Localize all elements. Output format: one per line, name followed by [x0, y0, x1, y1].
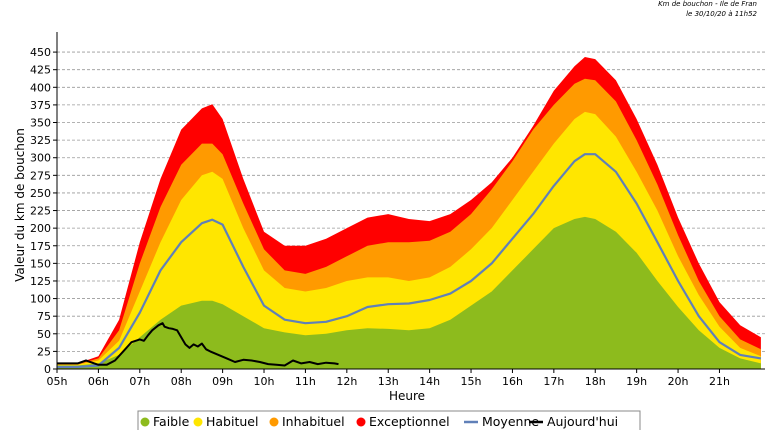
legend-swatch-inhabituel [269, 417, 279, 427]
y-tick-label: 300 [30, 152, 51, 165]
area-faible [57, 216, 761, 369]
y-tick-label: 100 [30, 293, 51, 306]
x-tick-label: 17h [543, 375, 564, 388]
y-tick-label: 175 [30, 240, 51, 253]
x-tick-label: 13h [378, 375, 399, 388]
y-tick-label: 125 [30, 275, 51, 288]
y-tick-label: 25 [37, 345, 51, 358]
x-axis-label: Heure [389, 389, 425, 403]
x-tick-label: 15h [461, 375, 482, 388]
line-aujourdhui [57, 322, 339, 367]
legend: Faible Habituel Inhabituel Exceptionnel Moye… [137, 410, 641, 430]
y-axis-label: Valeur du km de bouchon [13, 128, 27, 282]
legend-swatch-faible [140, 417, 150, 427]
header-line-1: Km de bouchon - Ile de Fran [658, 0, 757, 8]
x-tick-label: 20h [668, 375, 689, 388]
x-tick-label: 11h [295, 375, 316, 388]
legend-box [137, 410, 641, 430]
axes: 0 25 50 75 100 125 150 175 200 225 250 275 300 325 350… [30, 32, 765, 388]
x-tick-label: 18h [585, 375, 606, 388]
y-tick-label: 50 [37, 328, 51, 341]
y-tick-label: 350 [30, 117, 51, 130]
x-tick-label: 14h [419, 375, 440, 388]
y-tick-label: 400 [30, 81, 51, 94]
y-tick-label: 75 [37, 310, 51, 323]
x-tick-label: 06h [88, 375, 109, 388]
x-tick-label: 08h [171, 375, 192, 388]
y-tick-label: 275 [30, 169, 51, 182]
legend-label: Faible [153, 414, 190, 429]
y-tick-label: 250 [30, 187, 51, 200]
legend-label: Moyenne [482, 414, 539, 429]
y-tick-label: 375 [30, 99, 51, 112]
y-tick-label: 450 [30, 46, 51, 59]
x-tick-label: 07h [129, 375, 150, 388]
y-tick-label: 0 [44, 363, 51, 376]
y-tick-label: 425 [30, 64, 51, 77]
legend-label: Habituel [206, 414, 258, 429]
y-tick-label: 325 [30, 134, 51, 147]
legend-swatch-exceptionnel [356, 417, 366, 427]
plot-areas [57, 57, 761, 370]
x-tick-label: 09h [212, 375, 233, 388]
x-tick-label: 19h [626, 375, 647, 388]
y-tick-label: 150 [30, 257, 51, 270]
legend-label: Exceptionnel [369, 414, 450, 429]
y-tick-label: 200 [30, 222, 51, 235]
y-tick-label: 225 [30, 205, 51, 218]
x-tick-label: 05h [47, 375, 68, 388]
x-tick-label: 16h [502, 375, 523, 388]
legend-label: Inhabituel [282, 414, 345, 429]
legend-swatch-habituel [193, 417, 203, 427]
legend-label: Aujourd'hui [547, 414, 618, 429]
x-tick-label: 12h [336, 375, 357, 388]
x-tick-label: 10h [254, 375, 275, 388]
plot-lines [57, 153, 762, 368]
line-moyenne [57, 153, 762, 368]
header-line-2: le 30/10/20 à 11h52 [686, 10, 757, 18]
x-tick-label: 21h [709, 375, 730, 388]
